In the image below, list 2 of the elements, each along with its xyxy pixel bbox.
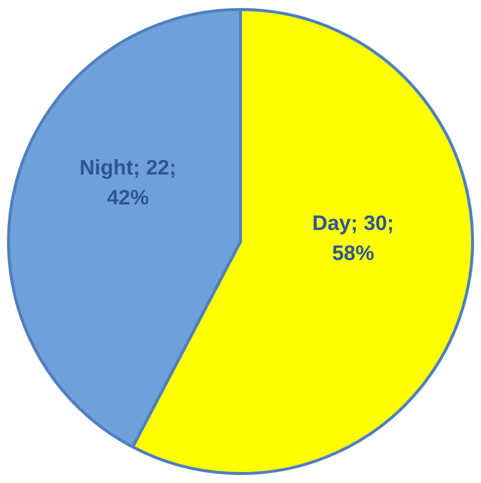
slice-label: Night; 22; 42%	[79, 156, 176, 210]
slice-label: Day; 30; 58%	[312, 212, 394, 266]
